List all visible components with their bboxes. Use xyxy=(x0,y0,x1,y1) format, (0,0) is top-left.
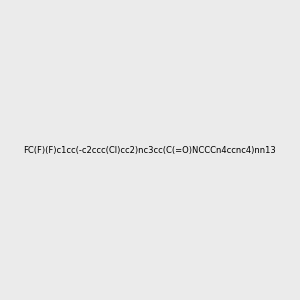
Text: FC(F)(F)c1cc(-c2ccc(Cl)cc2)nc3cc(C(=O)NCCCn4ccnc4)nn13: FC(F)(F)c1cc(-c2ccc(Cl)cc2)nc3cc(C(=O)NC… xyxy=(24,146,276,154)
